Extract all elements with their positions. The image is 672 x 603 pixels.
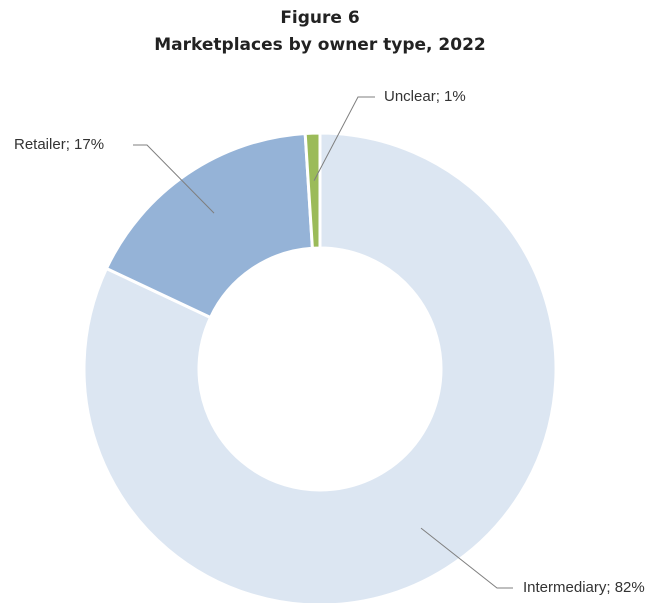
data-label: Intermediary; 82%	[523, 579, 645, 596]
data-label: Retailer; 17%	[14, 136, 104, 153]
leader-line	[313, 96, 375, 181]
data-label: Unclear; 1%	[384, 88, 466, 105]
label-category: Retailer	[14, 136, 66, 153]
donut-slice	[82, 131, 558, 603]
label-separator: ;	[436, 88, 444, 105]
label-separator: ;	[66, 136, 74, 153]
donut-slice	[104, 131, 314, 320]
label-separator: ;	[606, 579, 614, 596]
label-category: Intermediary	[523, 579, 607, 596]
leader-line	[420, 527, 513, 589]
label-value: 82%	[615, 579, 645, 596]
label-category: Unclear	[384, 88, 436, 105]
chart-title: Figure 6	[280, 8, 359, 28]
chart-subtitle: Marketplaces by owner type, 2022	[154, 35, 485, 55]
leader-line	[133, 144, 215, 214]
donut-slice	[303, 131, 322, 250]
label-value: 17%	[74, 136, 104, 153]
label-value: 1%	[444, 88, 466, 105]
